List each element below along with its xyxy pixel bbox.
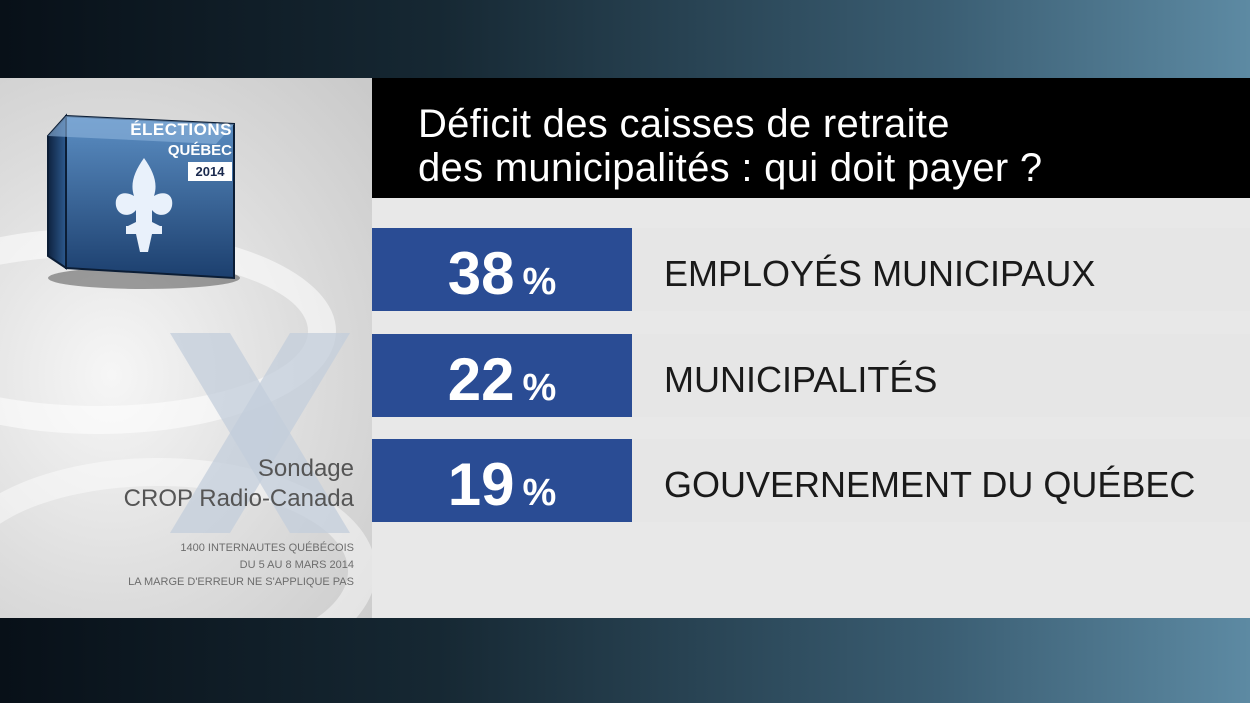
- chart-title-line-2: des municipalités : qui doit payer ?: [418, 146, 1043, 190]
- chart-title-line-1: Déficit des caisses de retraite: [418, 102, 950, 146]
- category-label: EMPLOYÉS MUNICIPAUX: [664, 253, 1095, 294]
- elections-quebec-ballot-box-icon: [47, 113, 240, 289]
- category-label: MUNICIPALITÉS: [664, 359, 937, 400]
- survey-notes: 1400 INTERNAUTES QUÉBÉCOIS DU 5 AU 8 MAR…: [128, 540, 354, 591]
- value-label: 22%: [448, 346, 557, 413]
- logo-year-badge: 2014: [188, 162, 232, 181]
- survey-label: Sondage: [257, 455, 354, 482]
- survey-note-margin: LA MARGE D'ERREUR NE S'APPLIQUE PAS: [128, 576, 354, 588]
- bottom-band: [0, 618, 1250, 703]
- content-panel: ÉLECTIONS QUÉBEC 2014 Sondage CROP Radio…: [0, 78, 1250, 618]
- category-label: GOUVERNEMENT DU QUÉBEC: [664, 464, 1195, 505]
- survey-note-sample: 1400 INTERNAUTES QUÉBÉCOIS: [180, 542, 354, 554]
- row-background: [632, 334, 1250, 417]
- value-box: [372, 439, 632, 522]
- top-band: [0, 0, 1250, 78]
- value-label: 19%: [448, 451, 557, 518]
- value-box: [372, 228, 632, 311]
- x-mark-icon: [170, 333, 350, 533]
- left-sidebar: ÉLECTIONS QUÉBEC 2014 Sondage CROP Radio…: [0, 78, 372, 618]
- row-background: [632, 439, 1250, 522]
- survey-organization: CROP Radio-Canada: [123, 485, 354, 512]
- row-background: [632, 228, 1250, 311]
- chart-title: Déficit des caisses de retraite des muni…: [418, 102, 1042, 190]
- survey-source: Sondage CROP Radio-Canada: [124, 454, 354, 514]
- title-box: Déficit des caisses de retraite des muni…: [372, 78, 1250, 198]
- results-chart: 38% EMPLOYÉS MUNICIPAUX 22% MUNICIPALITÉS 19…: [372, 228, 1250, 522]
- value-label: 38%: [448, 240, 557, 307]
- survey-note-dates: DU 5 AU 8 MARS 2014: [239, 559, 354, 571]
- logo-elections-text: ÉLECTIONS: [130, 120, 232, 139]
- value-box: [372, 334, 632, 417]
- logo-quebec-text: QUÉBEC: [167, 142, 232, 159]
